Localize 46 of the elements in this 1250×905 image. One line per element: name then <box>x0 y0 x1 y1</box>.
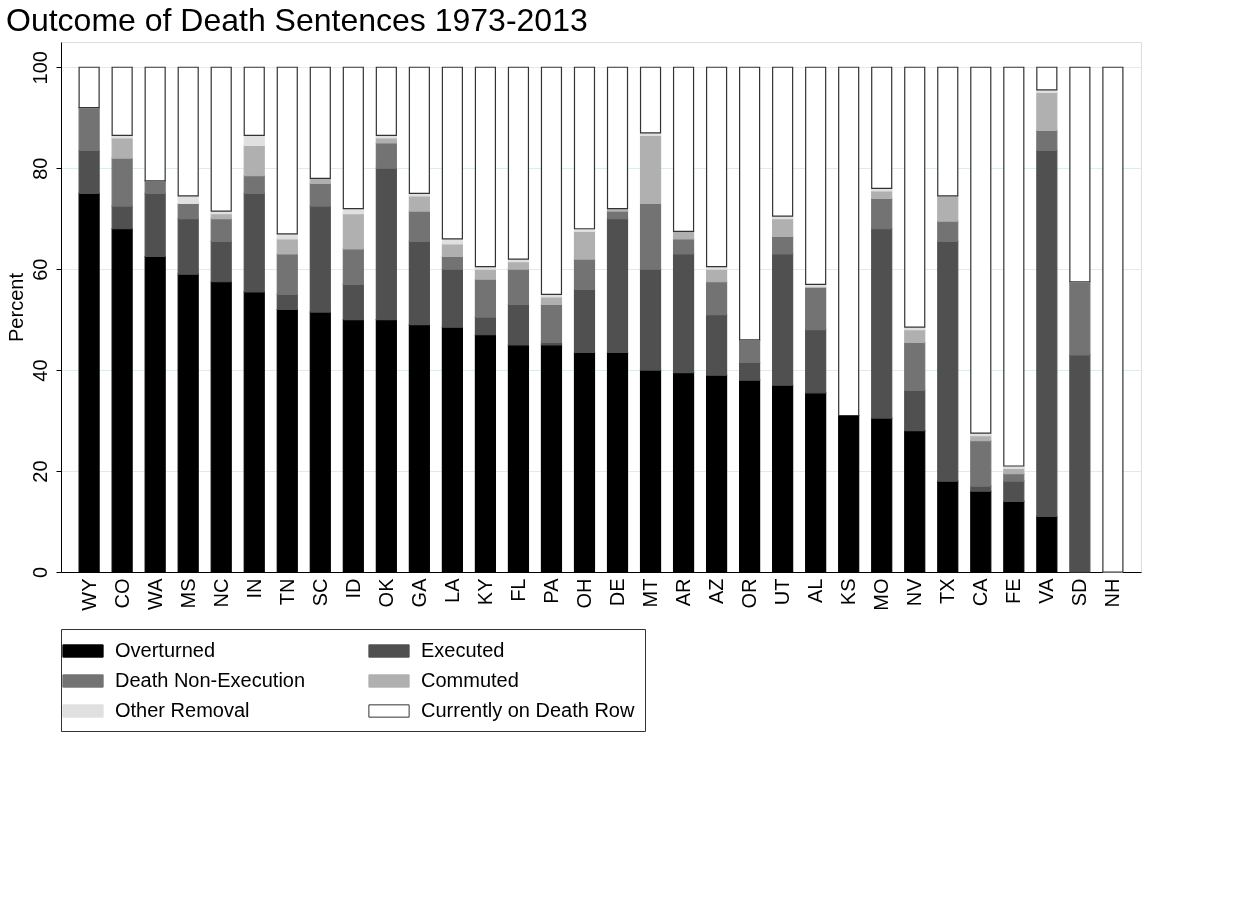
legend-label: Overturned <box>115 639 216 661</box>
x-tick-label: ID <box>341 578 364 599</box>
x-tick-label: NV <box>903 577 926 607</box>
x-tick-label: OH <box>572 578 595 609</box>
x-tick-label: FE <box>1002 578 1025 605</box>
x-tick-label: FL <box>506 578 529 602</box>
y-tick-label: 0 <box>28 566 51 579</box>
x-tick-label: AR <box>672 578 695 607</box>
y-tick-label: 60 <box>28 258 51 281</box>
x-tick-label: NH <box>1101 578 1124 608</box>
x-tick-label: CO <box>110 578 133 609</box>
x-tick-label: DE <box>606 578 629 607</box>
x-tick-label: MS <box>176 578 199 609</box>
y-tick-label: 20 <box>28 460 51 483</box>
x-tick-label: OR <box>738 578 761 609</box>
chart-title: Outcome of Death Sentences 1973-2013 <box>6 2 588 38</box>
legend-label: Currently on Death Row <box>421 699 635 721</box>
x-tick-label: AL <box>804 578 827 603</box>
legend-label: Death Non-Execution <box>115 669 306 691</box>
x-tick-label: WA <box>143 577 166 610</box>
x-tick-label: SD <box>1068 578 1091 607</box>
x-tick-label: LA <box>440 577 463 603</box>
x-tick-label: VA <box>1035 577 1058 604</box>
legend-label: Commuted <box>421 669 519 691</box>
x-tick-label: MT <box>639 578 662 608</box>
legend-label: Executed <box>421 639 505 661</box>
legend-label: Other Removal <box>115 699 250 721</box>
x-tick-label: NC <box>209 578 232 608</box>
x-tick-label: MO <box>870 578 893 611</box>
y-tick-label: 100 <box>28 51 51 85</box>
x-tick-label: AZ <box>705 578 728 605</box>
x-tick-label: SC <box>308 578 331 607</box>
y-tick-label: 40 <box>28 359 51 382</box>
x-tick-label: IN <box>242 578 265 599</box>
y-axis-title: Percent <box>4 272 27 342</box>
x-tick-label: OK <box>374 577 397 608</box>
x-tick-label: UT <box>771 578 794 606</box>
x-tick-label: WY <box>77 578 100 611</box>
x-tick-label: TN <box>275 578 298 606</box>
x-tick-label: KY <box>473 578 496 606</box>
x-tick-label: GA <box>407 577 430 608</box>
y-tick-label: 80 <box>28 157 51 180</box>
x-tick-label: KS <box>837 578 860 606</box>
x-tick-label: PA <box>539 577 562 604</box>
x-tick-label: TX <box>936 578 959 605</box>
x-tick-label: CA <box>969 577 992 607</box>
